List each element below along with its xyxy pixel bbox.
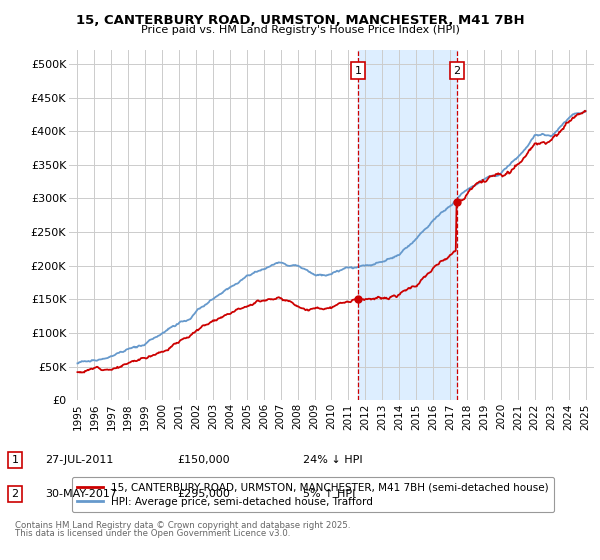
Text: 2: 2: [454, 66, 461, 76]
Legend: 15, CANTERBURY ROAD, URMSTON, MANCHESTER, M41 7BH (semi-detached house), HPI: Av: 15, CANTERBURY ROAD, URMSTON, MANCHESTER…: [71, 477, 554, 512]
Text: This data is licensed under the Open Government Licence v3.0.: This data is licensed under the Open Gov…: [15, 530, 290, 539]
Text: £295,000: £295,000: [177, 489, 230, 499]
Text: 5% ↑ HPI: 5% ↑ HPI: [303, 489, 355, 499]
Text: Price paid vs. HM Land Registry's House Price Index (HPI): Price paid vs. HM Land Registry's House …: [140, 25, 460, 35]
Text: 24% ↓ HPI: 24% ↓ HPI: [303, 455, 362, 465]
Text: Contains HM Land Registry data © Crown copyright and database right 2025.: Contains HM Land Registry data © Crown c…: [15, 521, 350, 530]
Text: 1: 1: [11, 455, 19, 465]
Text: 2: 2: [11, 489, 19, 499]
Text: 27-JUL-2011: 27-JUL-2011: [45, 455, 113, 465]
Text: 1: 1: [355, 66, 362, 76]
Text: 30-MAY-2017: 30-MAY-2017: [45, 489, 117, 499]
Text: £150,000: £150,000: [177, 455, 230, 465]
Text: 15, CANTERBURY ROAD, URMSTON, MANCHESTER, M41 7BH: 15, CANTERBURY ROAD, URMSTON, MANCHESTER…: [76, 14, 524, 27]
Bar: [358, 50, 457, 400]
